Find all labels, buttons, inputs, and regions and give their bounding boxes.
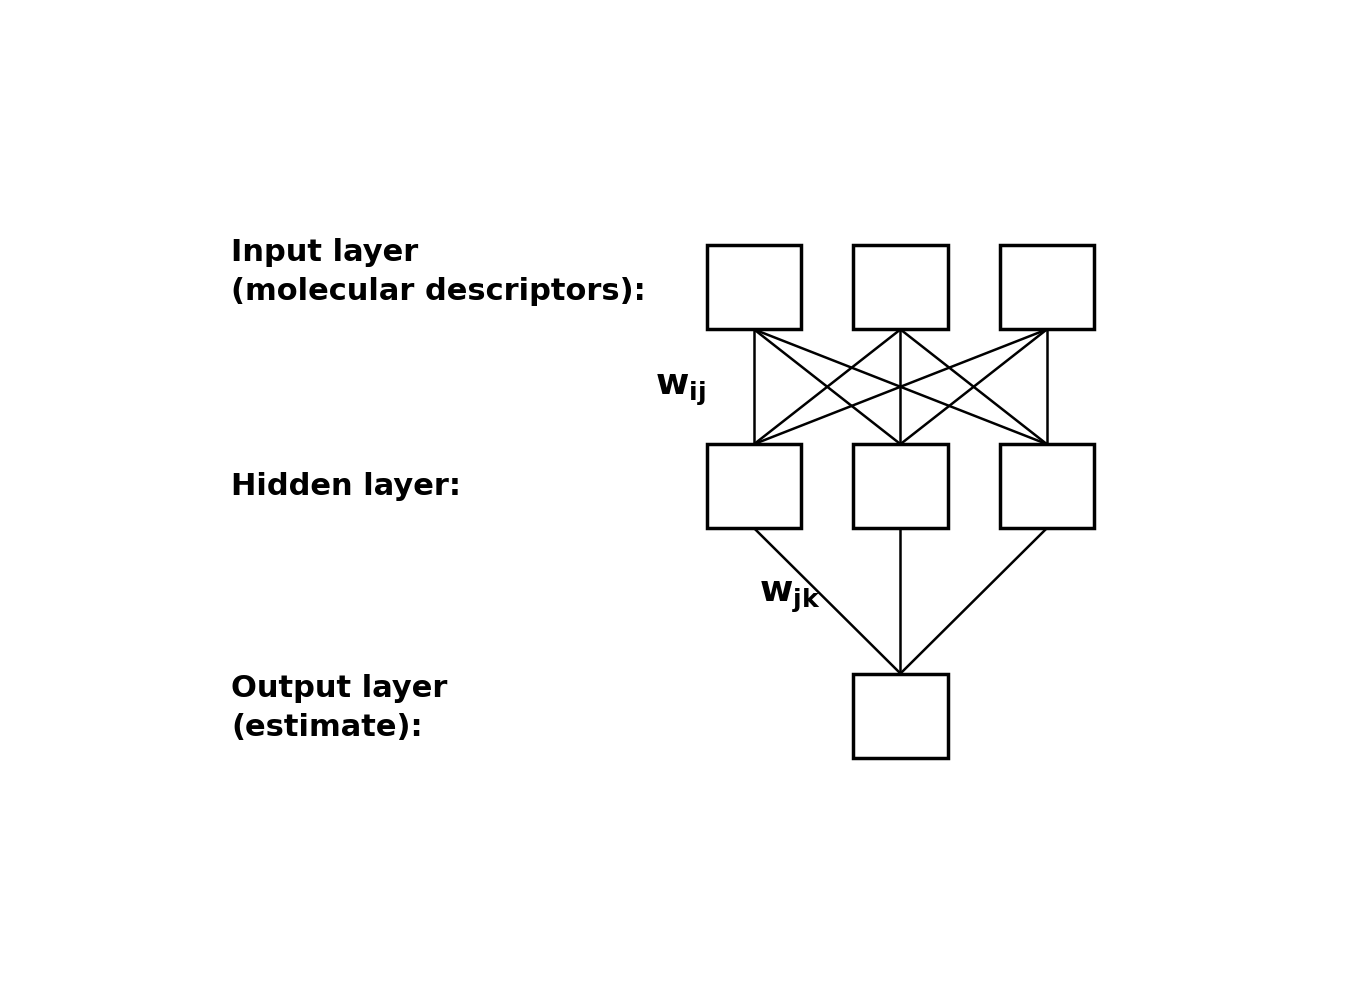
FancyBboxPatch shape [707,245,801,330]
FancyBboxPatch shape [1000,444,1094,528]
FancyBboxPatch shape [707,444,801,528]
Text: $\mathbf{w_{ij}}$: $\mathbf{w_{ij}}$ [654,373,706,408]
Text: Output layer
(estimate):: Output layer (estimate): [232,674,448,742]
FancyBboxPatch shape [1000,245,1094,330]
FancyBboxPatch shape [854,444,947,528]
FancyBboxPatch shape [854,673,947,758]
Text: Hidden layer:: Hidden layer: [232,472,461,500]
Text: Input layer
(molecular descriptors):: Input layer (molecular descriptors): [232,238,646,306]
Text: $\mathbf{w_{jk}}$: $\mathbf{w_{jk}}$ [759,580,822,615]
FancyBboxPatch shape [854,245,947,330]
